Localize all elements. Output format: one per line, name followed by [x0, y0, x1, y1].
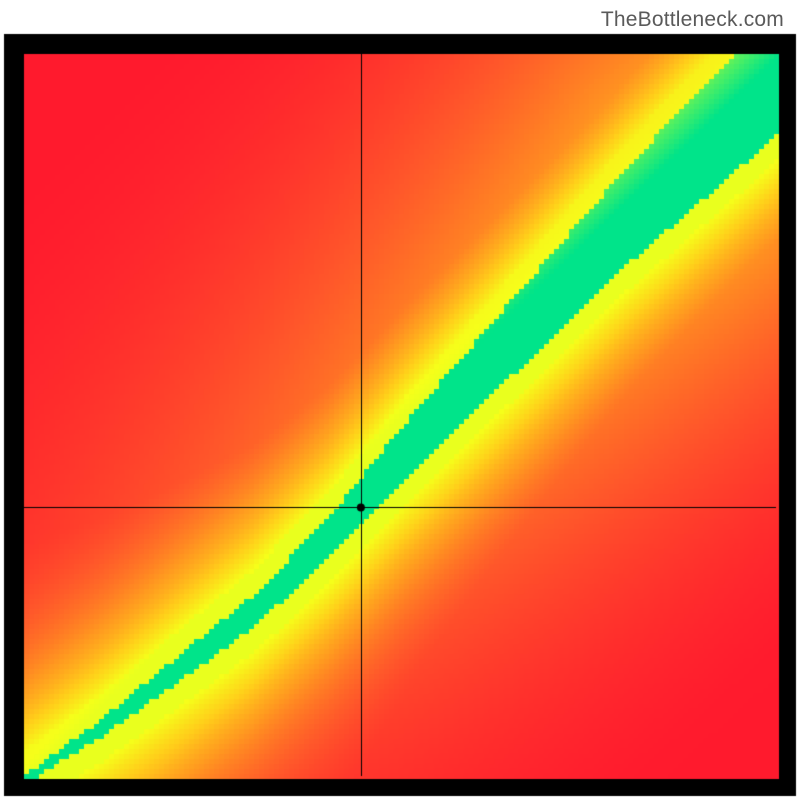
watermark-text: TheBottleneck.com [601, 8, 784, 32]
heatmap-canvas [0, 0, 800, 800]
chart-container: TheBottleneck.com [0, 0, 800, 800]
